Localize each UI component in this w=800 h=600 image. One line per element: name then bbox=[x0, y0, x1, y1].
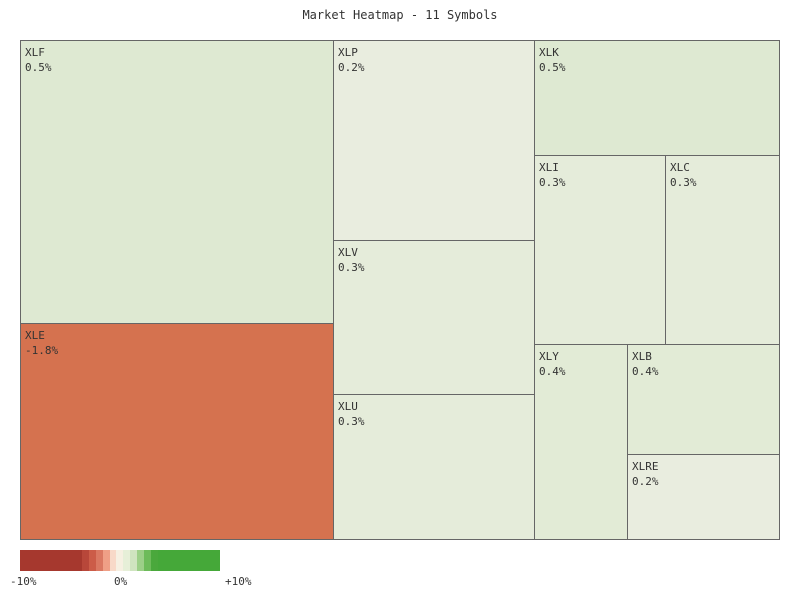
legend-swatch bbox=[206, 550, 213, 571]
legend-swatch bbox=[102, 550, 110, 571]
tile-symbol: XLY bbox=[539, 350, 559, 363]
legend-swatch bbox=[171, 550, 179, 571]
legend-swatch bbox=[20, 550, 27, 571]
legend-min-label: -10% bbox=[10, 575, 37, 588]
tile-change: 0.2% bbox=[632, 475, 659, 488]
tile-change: 0.4% bbox=[539, 365, 566, 378]
legend-swatch bbox=[82, 550, 89, 571]
legend-swatch bbox=[123, 550, 131, 571]
legend-swatch bbox=[47, 550, 55, 571]
tile-change: 0.4% bbox=[632, 365, 659, 378]
tile-symbol: XLP bbox=[338, 46, 358, 59]
legend-swatch bbox=[164, 550, 172, 571]
legend-swatch bbox=[33, 550, 41, 571]
legend-swatch bbox=[192, 550, 200, 571]
legend-swatch bbox=[199, 550, 207, 571]
treemap: XLF 0.5% XLE -1.8% XLP 0.2% XLV 0.3% XLU 0.3% XLK 0… bbox=[20, 40, 780, 540]
legend-swatch bbox=[88, 550, 96, 571]
treemap-tile-xlp[interactable]: XLP 0.2% bbox=[333, 40, 535, 241]
tile-change: 0.3% bbox=[670, 176, 697, 189]
tile-symbol: XLRE bbox=[632, 460, 659, 473]
treemap-tile-xlc[interactable]: XLC 0.3% bbox=[665, 155, 780, 345]
legend-swatch bbox=[116, 550, 124, 571]
legend-swatch bbox=[137, 550, 145, 571]
color-scale-legend bbox=[20, 550, 220, 571]
legend-swatch bbox=[54, 550, 62, 571]
treemap-tile-xlv[interactable]: XLV 0.3% bbox=[333, 240, 535, 395]
treemap-tile-xlf[interactable]: XLF 0.5% bbox=[20, 40, 334, 324]
tile-symbol: XLB bbox=[632, 350, 652, 363]
legend-swatch bbox=[109, 550, 117, 571]
legend-swatch bbox=[144, 550, 151, 571]
tile-symbol: XLC bbox=[670, 161, 690, 174]
treemap-tile-xli[interactable]: XLI 0.3% bbox=[534, 155, 666, 345]
legend-mid-label: 0% bbox=[114, 575, 128, 588]
tile-symbol: XLF bbox=[25, 46, 45, 59]
treemap-tile-xlu[interactable]: XLU 0.3% bbox=[333, 394, 535, 540]
treemap-tile-xly[interactable]: XLY 0.4% bbox=[534, 344, 628, 540]
legend-swatch bbox=[212, 550, 220, 571]
tile-change: 0.3% bbox=[338, 261, 365, 274]
tile-change: -1.8% bbox=[25, 344, 59, 357]
legend-swatch bbox=[185, 550, 193, 571]
tile-change: 0.3% bbox=[539, 176, 566, 189]
legend-swatch bbox=[157, 550, 165, 571]
tile-symbol: XLE bbox=[25, 329, 45, 342]
tile-symbol: XLI bbox=[539, 161, 559, 174]
tile-symbol: XLU bbox=[338, 400, 358, 413]
treemap-tile-xlk[interactable]: XLK 0.5% bbox=[534, 40, 780, 156]
tile-symbol: XLK bbox=[539, 46, 559, 59]
tile-change: 0.3% bbox=[338, 415, 365, 428]
tile-change: 0.2% bbox=[338, 61, 365, 74]
legend-swatch bbox=[68, 550, 76, 571]
treemap-tile-xlre[interactable]: XLRE 0.2% bbox=[627, 454, 780, 540]
legend-swatch bbox=[75, 550, 83, 571]
treemap-tile-xlb[interactable]: XLB 0.4% bbox=[627, 344, 780, 455]
legend-swatch bbox=[61, 550, 69, 571]
legend-swatch bbox=[26, 550, 34, 571]
tile-change: 0.5% bbox=[25, 61, 52, 74]
legend-swatch bbox=[40, 550, 48, 571]
legend-max-label: +10% bbox=[225, 575, 252, 588]
legend-swatch bbox=[178, 550, 186, 571]
legend-swatch bbox=[150, 550, 158, 571]
legend-swatch bbox=[95, 550, 103, 571]
treemap-tile-xle[interactable]: XLE -1.8% bbox=[20, 323, 334, 540]
legend-swatch bbox=[130, 550, 138, 571]
tile-change: 0.5% bbox=[539, 61, 566, 74]
chart-title: Market Heatmap - 11 Symbols bbox=[302, 8, 498, 22]
tile-symbol: XLV bbox=[338, 246, 358, 259]
